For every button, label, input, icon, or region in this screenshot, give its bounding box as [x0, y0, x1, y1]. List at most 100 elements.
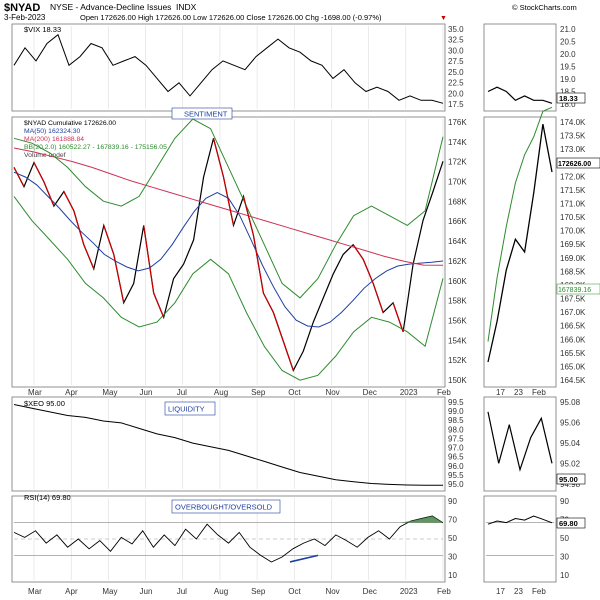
vix-zoom-tick-2: 20.0 [560, 50, 576, 59]
chart-type: INDX [176, 2, 197, 12]
vix-tick-7: 17.5 [448, 100, 464, 109]
x-label-top-1: Apr [65, 388, 78, 397]
nyad-down-seg-24 [242, 196, 255, 236]
zoom-x-label-top-2: Feb [532, 388, 546, 397]
legend-ma200: MA(200) 161888.84 [24, 136, 84, 143]
x-label-top-6: Sep [251, 388, 266, 397]
nyad-down-seg-8 [83, 244, 95, 270]
ma200-line [13, 147, 444, 266]
nyad-down-seg-26 [262, 292, 274, 313]
x-label-bottom-0: Mar [28, 587, 42, 596]
x-label-top-5: Aug [214, 388, 228, 397]
nyad-tick-0: 176K [448, 118, 467, 127]
sentiment-label: SENTIMENT [184, 110, 228, 119]
nyad-down-seg-1 [13, 167, 25, 187]
zoom-x-label-bottom-1: 23 [514, 587, 523, 596]
x-label-bottom-10: 2023 [400, 587, 418, 596]
nyad-down-seg-15 [153, 292, 165, 318]
xeo-tick-6: 96.5 [448, 453, 464, 462]
x-label-bottom-5: Aug [214, 587, 228, 596]
sentiment-box [171, 107, 233, 120]
x-label-top-8: Nov [325, 388, 339, 397]
xeo-tick-3: 98.0 [448, 425, 464, 434]
nyad-zoom-frame [483, 116, 557, 388]
sentiment-annotation: SENTIMENT [171, 107, 233, 120]
vertical-gridlines [33, 26, 444, 580]
zoom-x-label-top-1: 23 [514, 388, 523, 397]
brand-text: © StockCharts.com [512, 3, 577, 12]
nyad-tick-3: 170K [448, 178, 467, 187]
vix-last-tag: 18.33 [559, 94, 578, 103]
nyad-tick-8: 160K [448, 277, 467, 286]
vix-legend: $VIX 18.33 [24, 25, 61, 34]
nyad-down-seg-14 [143, 225, 155, 294]
xeo-zoom-tick-1: 95.06 [560, 419, 581, 428]
vix-tick-1: 32.5 [448, 36, 464, 45]
xeo-zoom-tick-2: 95.04 [560, 439, 581, 448]
nyad-tick-6: 164K [448, 237, 467, 246]
xeo-tick-2: 98.5 [448, 416, 464, 425]
x-label-bottom-1: Apr [65, 587, 78, 596]
rsi-tick-3: 30 [448, 553, 457, 562]
bb-upper-zoom-line [487, 106, 553, 342]
nyad-down-seg-37 [372, 283, 384, 313]
nyad-zoom-tick-13: 167.5K [560, 295, 586, 304]
x-label-top-3: Jun [140, 388, 153, 397]
vix-zoom-line [487, 86, 553, 104]
vix-zoom-tick-3: 19.5 [560, 63, 576, 72]
x-label-top-10: 2023 [400, 388, 418, 397]
axis-ticks: Mar Mar Apr Apr May May Jun Jun Jul Jul Aug Aug Sep S… [28, 25, 586, 596]
nyad-zoom-tick-2: 173.0K [560, 145, 586, 154]
nyad-tick-9: 158K [448, 297, 467, 306]
x-label-bottom-4: Jul [177, 587, 187, 596]
nyad-zoom-tick-4: 172.0K [560, 172, 586, 181]
vix-last-tag-bg [556, 92, 586, 104]
vix-tick-3: 27.5 [448, 57, 464, 66]
nyad-down-seg-36 [362, 259, 374, 284]
x-label-bottom-7: Oct [288, 587, 301, 596]
x-label-top-11: Feb [437, 388, 451, 397]
legend-volume: Volume undef [24, 152, 66, 159]
x-label-top-9: Dec [363, 388, 377, 397]
xeo-tick-8: 95.5 [448, 471, 464, 480]
xeo-tick-5: 97.0 [448, 444, 464, 453]
xeo-tick-0: 99.5 [448, 398, 464, 407]
xeo-zoom-tick-0: 95.08 [560, 398, 581, 407]
nyad-legend: $NYAD Cumulative 172626.00 MA(50) 162324… [24, 120, 167, 159]
chart-date: 3-Feb-2023 [4, 13, 46, 22]
rsi-last-tag: 69.80 [559, 519, 578, 528]
chg-arrow: ▼ [440, 15, 447, 22]
bb-mid-tag-bg [556, 283, 600, 295]
nyad-zoom-tick-5: 171.5K [560, 186, 586, 195]
nyad-tick-2: 172K [448, 158, 467, 167]
x-label-top-4: Jul [177, 388, 187, 397]
chart-ohlc: Open 172626.00 High 172626.00 Low 172626… [80, 13, 382, 22]
liquidity-label: LIQUIDITY [168, 405, 205, 414]
rsi-tick-4: 10 [448, 571, 457, 580]
overbought-box [171, 499, 281, 514]
nyad-zoom-tick-1: 173.5K [560, 132, 586, 141]
chart-exchange: NYSE - Advance-Decline Issues [50, 2, 171, 12]
vix-zoom-frame [483, 23, 557, 112]
x-label-top-2: May [102, 388, 117, 397]
chart-symbol: $NYAD [4, 2, 40, 14]
x-label-bottom-11: Feb [437, 587, 451, 596]
nyad-zoom-tick-6: 171.0K [560, 199, 586, 208]
nyad-last-tag: 172626.00 [558, 161, 591, 168]
xeo-zoom-tick-4: 94.98 [560, 480, 581, 489]
nyad-down-seg-11 [113, 254, 125, 303]
bb-upper-line [13, 118, 444, 299]
nyad-down-seg-35 [352, 244, 364, 260]
x-label-bottom-8: Nov [325, 587, 339, 596]
series-layer [13, 33, 554, 563]
x-label-top-0: Mar [28, 388, 42, 397]
nyad-tick-7: 162K [448, 257, 467, 266]
nyad-zoom-tick-15: 166.5K [560, 322, 586, 331]
vix-zoom-tick-1: 20.5 [560, 38, 576, 47]
vix-tick-5: 22.5 [448, 79, 464, 88]
nyad-down-seg-27 [272, 312, 284, 342]
panel-frames [11, 23, 557, 583]
nyad-zoom-tick-19: 164.5K [560, 376, 586, 385]
rsi-tick-2: 50 [448, 534, 457, 543]
xeo-zoom-line [487, 411, 553, 472]
